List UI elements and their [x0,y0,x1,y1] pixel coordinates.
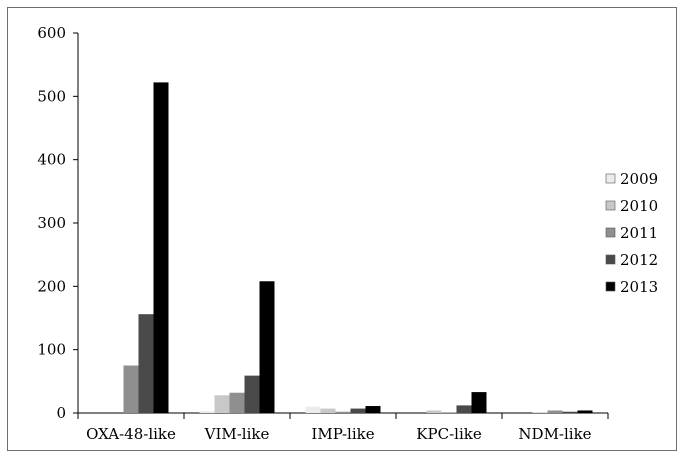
y-tick-label: 400 [37,151,66,169]
legend-swatch-2009 [605,173,616,184]
bar-2009-imp-like [305,406,321,413]
legend: 2009 2010 2011 2012 2013 [605,170,658,296]
x-ticks [77,413,609,419]
legend-label-2011: 2011 [620,224,658,242]
y-tick-label: 200 [37,277,66,295]
legend-label-2013: 2013 [620,278,658,296]
legend-label-2012: 2012 [620,251,658,269]
category-labels: OXA-48-like VIM-like IMP-like KPC-like NDM-l… [86,425,592,443]
y-ticks: 0 100 200 300 400 500 600 [37,24,78,422]
bar-2011-imp-like [335,411,351,413]
chart-frame [7,7,677,451]
bar-2011-oxa-48-like [123,365,139,413]
legend-swatch-2012 [605,254,616,265]
bar-2012-kpc-like [456,405,472,413]
bars [123,82,593,414]
legend-label-2010: 2010 [620,197,658,215]
bar-2013-oxa-48-like [153,82,169,414]
category-label: VIM-like [204,425,270,443]
bar-2011-kpc-like [441,412,457,413]
category-label: NDM-like [518,425,591,443]
bar-2013-imp-like [365,406,381,413]
bar-2012-imp-like [350,408,366,413]
bar-2012-oxa-48-like [138,314,154,413]
bar-2013-kpc-like [471,392,487,413]
y-tick-label: 300 [37,214,66,232]
bar-2013-vim-like [259,281,275,413]
bar-2012-ndm-like [562,411,578,413]
bar-2010-imp-like [320,408,336,413]
bar-2010-kpc-like [426,410,442,413]
bar-2010-vim-like [214,395,230,413]
bar-2012-vim-like [244,375,260,413]
legend-swatch-2013 [605,281,616,292]
legend-label-2009: 2009 [620,170,658,188]
bar-2011-ndm-like [547,410,563,413]
category-label: IMP-like [311,425,374,443]
legend-swatch-2011 [605,227,616,238]
y-tick-label: 600 [37,24,66,42]
bar-2009-vim-like [199,411,215,413]
y-tick-label: 100 [37,341,66,359]
y-tick-label: 0 [56,404,66,422]
bar-2011-vim-like [229,392,245,413]
bar-2013-ndm-like [577,410,593,413]
bar-2010-ndm-like [532,412,548,413]
category-label: OXA-48-like [86,425,176,443]
y-tick-label: 500 [37,87,66,105]
legend-swatch-2010 [605,200,616,211]
category-label: KPC-like [416,425,482,443]
